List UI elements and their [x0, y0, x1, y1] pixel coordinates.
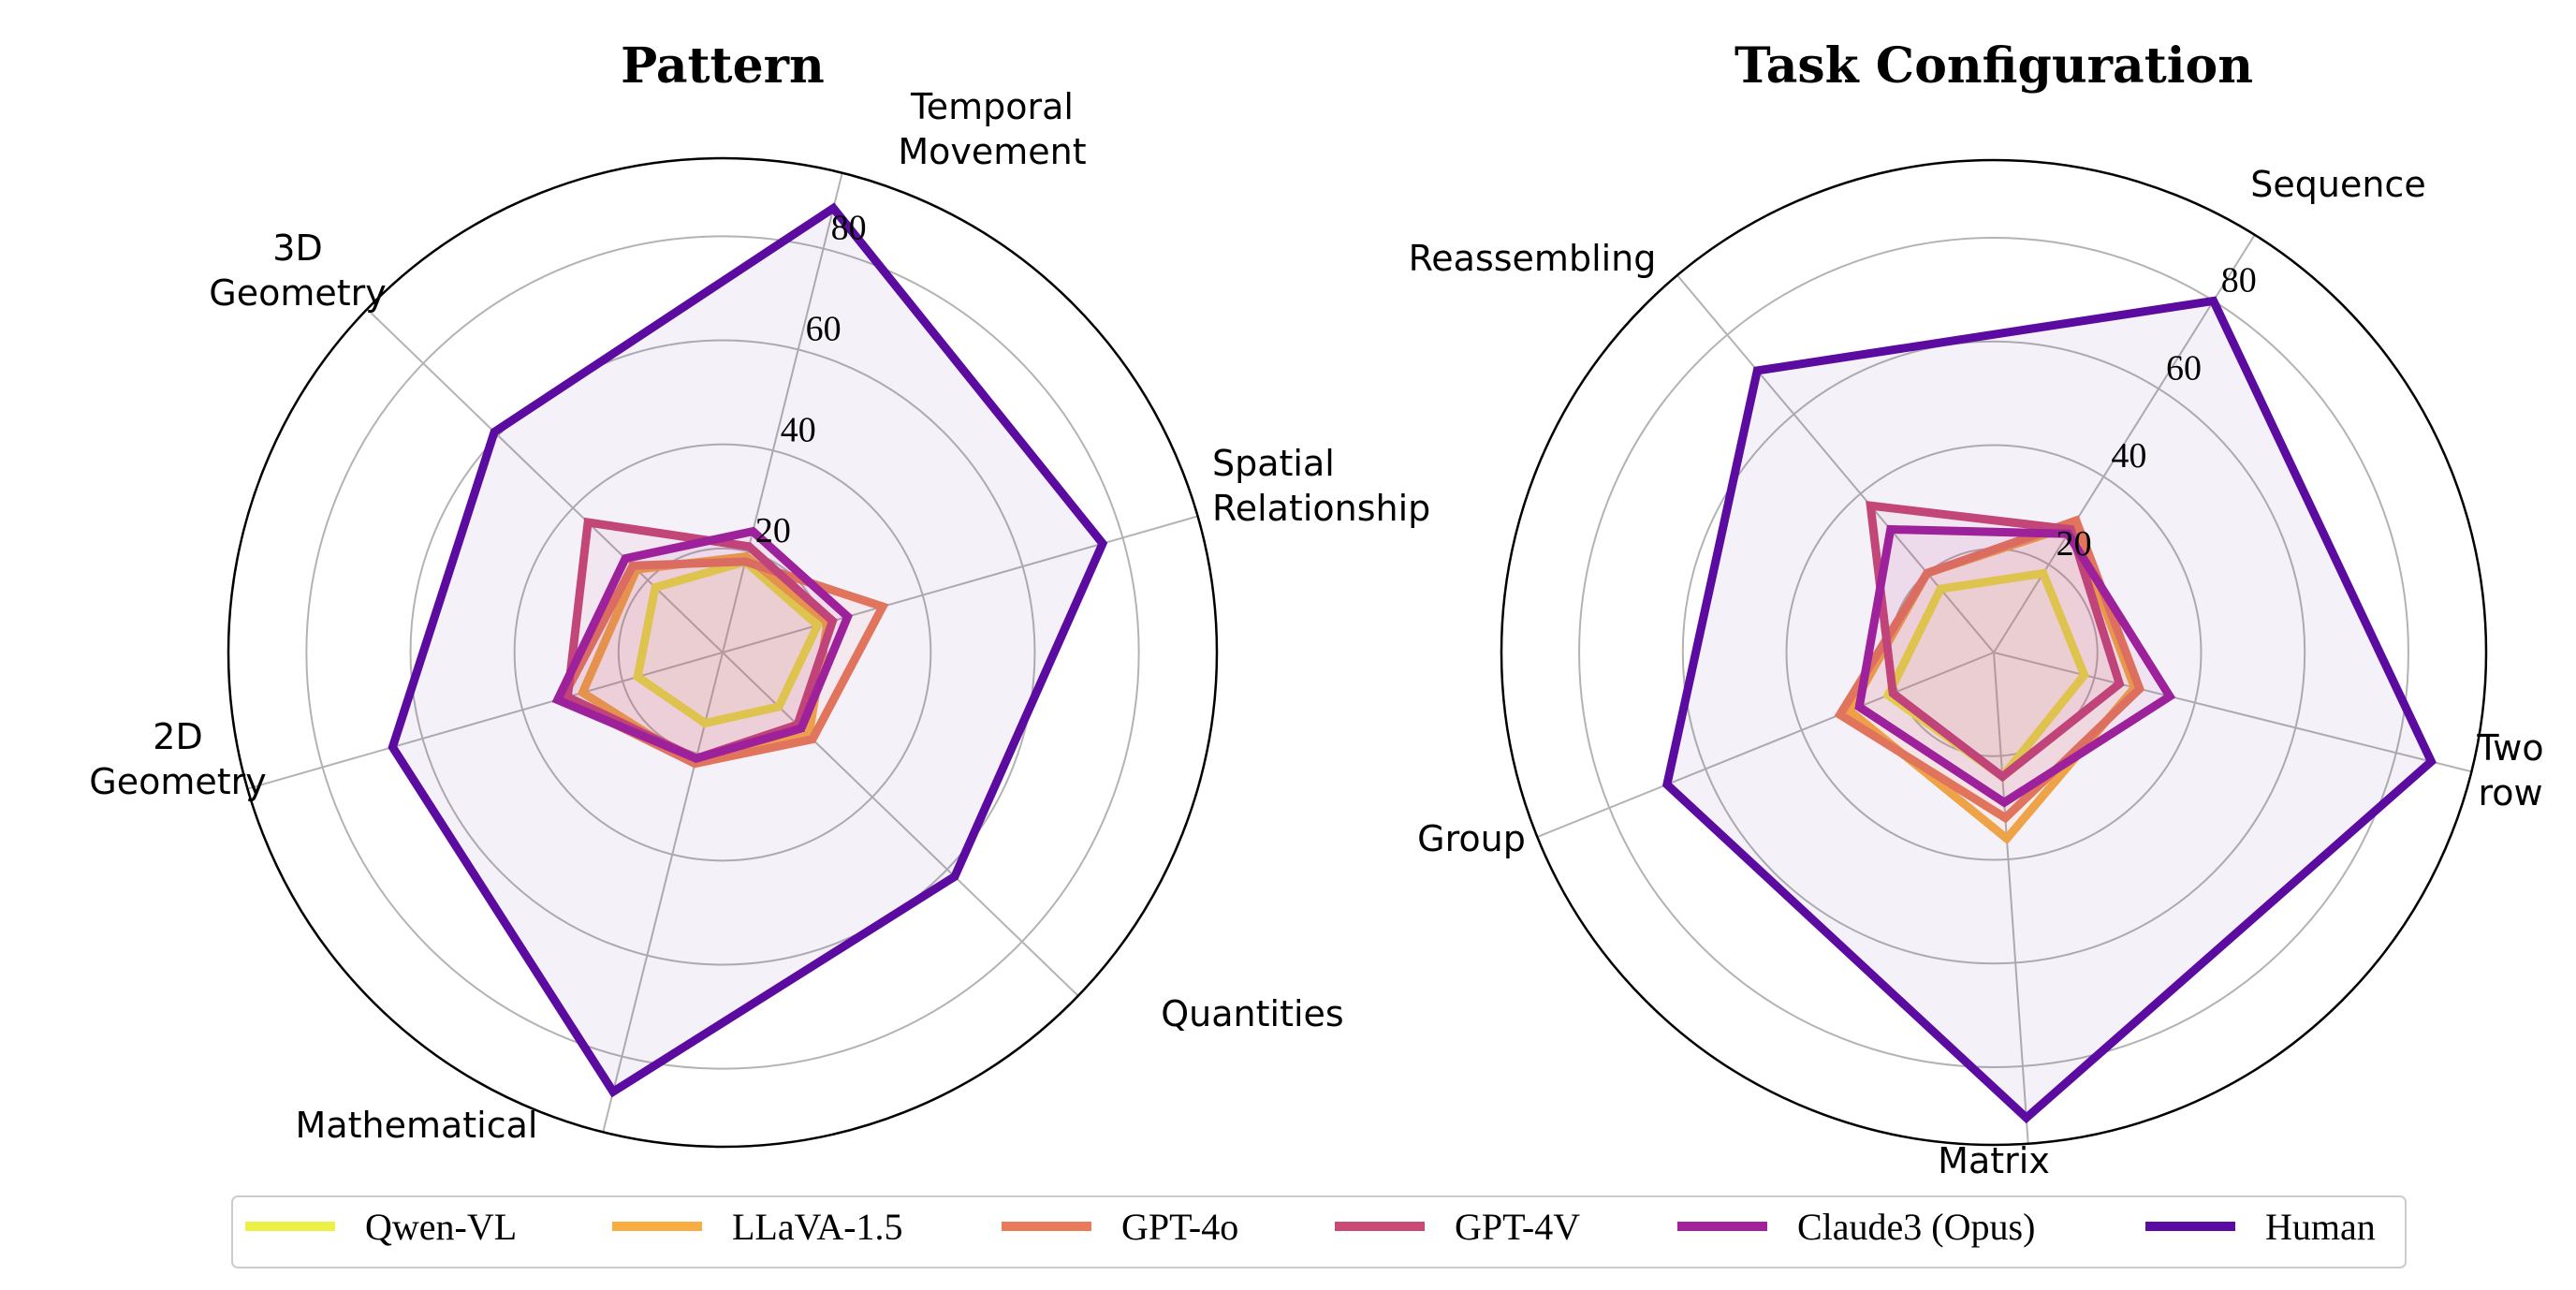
axis-spoke [722, 515, 1198, 653]
series-human [1661, 296, 2437, 1124]
r-tick-label: 60 [806, 309, 842, 348]
grid-circle [1578, 237, 2409, 1068]
axis-label-temporal-movement: Temporal Movement [898, 86, 1086, 172]
r-tick-label: 20 [2056, 524, 2092, 564]
r-tick-label: 80 [831, 209, 867, 248]
series-human [388, 202, 1108, 1098]
series-claude3-opus [551, 526, 853, 763]
legend-label-human: Human [2265, 1206, 2376, 1248]
legend-label-claude3-opus: Claude3 (Opus) [1797, 1206, 2035, 1248]
chart-title-pattern: Pattern [621, 37, 825, 95]
r-tick-label: 40 [2111, 436, 2146, 476]
axis-label-3d-geometry: 3D Geometry [209, 227, 386, 314]
grid-circle [1785, 444, 2203, 861]
r-tick-label: 40 [781, 410, 816, 449]
legend-label-qwen-vl: Qwen-VL [365, 1206, 517, 1248]
axis-label-2d-geometry: 2D Geometry [89, 716, 266, 802]
grid-circle [409, 339, 1036, 966]
axis-label-two-row: Two row [2476, 727, 2543, 814]
axis-spoke [602, 652, 724, 1133]
radar-chart-task-configuration: 20 40 60 80 Sequence Two row Matrix Group Reassem… [1409, 158, 2544, 1181]
outer-circle [227, 156, 1219, 1149]
axis-spoke [1993, 652, 2472, 773]
legend-label-gpt-4o: GPT-4o [1121, 1206, 1238, 1248]
r-tick-label: 60 [2166, 348, 2202, 388]
axis-label-matrix: Matrix [1938, 1140, 2050, 1181]
axis-spoke [247, 652, 724, 790]
r-tick-label: 80 [2221, 260, 2257, 300]
axis-spoke [366, 308, 724, 653]
grid-circle [513, 443, 932, 862]
series-gpt-4v [1866, 500, 2125, 783]
grid-circle [1681, 340, 2306, 965]
series-qwen-vl [633, 556, 824, 728]
axis-label-quantities: Quantities [1161, 993, 1343, 1034]
axis-label-group: Group [1417, 818, 1526, 859]
legend-frame [231, 1195, 2407, 1268]
axis-spoke [722, 172, 843, 653]
outer-circle [1500, 158, 2488, 1147]
grid-circle [305, 235, 1140, 1070]
r-tick-label: 20 [755, 511, 791, 550]
axis-label-mathematical: Mathematical [296, 1105, 538, 1146]
axis-label-sequence: Sequence [2250, 164, 2425, 205]
legend-label-gpt-4v: GPT-4V [1455, 1206, 1580, 1248]
axis-label-reassembling: Reassembling [1409, 238, 1657, 279]
legend-label-llava-1-5: LLaVA-1.5 [732, 1206, 903, 1248]
chart-title-task-configuration: Task Configuration [1734, 37, 2253, 95]
radar-chart-pattern: 20 40 60 80 Temporal Movement Spatial Relations… [89, 86, 1430, 1149]
legend: Qwen-VL LLaVA-1.5 GPT-4o GPT-4V Claude3 (Opu… [231, 1195, 2407, 1268]
axis-spoke [1536, 652, 1995, 838]
axis-label-spatial-relationship: Spatial Relationship [1212, 443, 1430, 529]
axis-spoke [1993, 652, 2029, 1144]
series-claude3-opus [1854, 524, 2176, 808]
